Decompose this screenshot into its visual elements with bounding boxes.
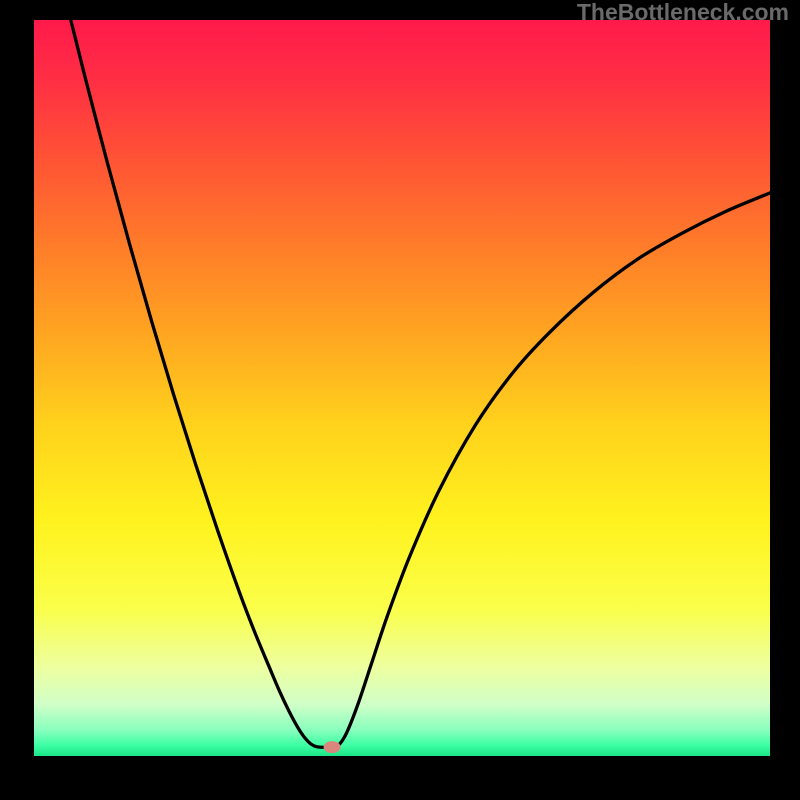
plot-background bbox=[34, 20, 770, 756]
plot-area bbox=[34, 20, 770, 756]
chart-container: TheBottleneck.com bbox=[0, 0, 800, 800]
optimal-point-marker bbox=[324, 741, 341, 753]
plot-svg bbox=[34, 20, 770, 756]
